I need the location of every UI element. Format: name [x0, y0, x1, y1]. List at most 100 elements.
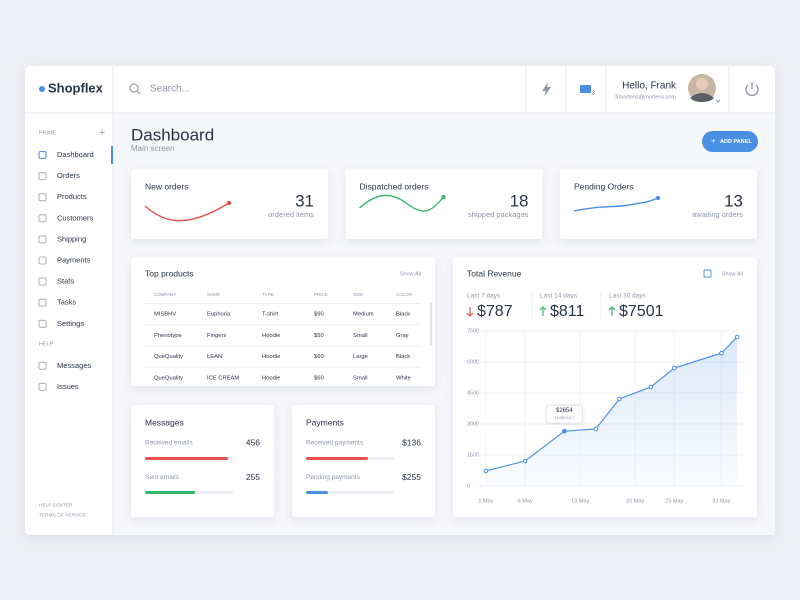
- stat-title: Pending Orders: [574, 181, 634, 191]
- card: [345, 169, 543, 239]
- table-cell: ICE CREAM: [207, 375, 239, 381]
- row-value: 456: [246, 437, 260, 447]
- stat-title: Dispatched orders: [360, 181, 429, 191]
- sparkline-end: [655, 195, 661, 201]
- y-tick-label: 3000: [467, 421, 479, 427]
- avatar-face: [696, 78, 708, 90]
- stat-unit: shipped packages: [468, 210, 529, 219]
- nav-icon: [38, 150, 47, 160]
- column-header: SIZE: [353, 292, 363, 297]
- table-cell: QueQuality: [154, 375, 183, 381]
- dropdown-caret[interactable]: [715, 99, 721, 103]
- stat-unit: ordered items: [268, 210, 314, 219]
- nav-item[interactable]: Settings: [57, 319, 84, 328]
- trend-arrow: [608, 306, 616, 316]
- search-input[interactable]: Search...: [150, 84, 190, 95]
- nav-item[interactable]: Tasks: [57, 298, 76, 307]
- column-header: NAME: [207, 292, 220, 297]
- card-title: Total Revenue: [467, 268, 522, 278]
- trend-arrow: [539, 306, 547, 316]
- table-cell: Hoodie: [262, 354, 280, 360]
- table-cell: Gray: [396, 333, 409, 339]
- button-label: ADD PANEL: [720, 139, 752, 145]
- period-value: $811: [550, 303, 585, 320]
- bolt-icon[interactable]: [542, 82, 551, 97]
- nav-icon: [38, 361, 47, 370]
- x-tick-label: 13 May: [571, 498, 589, 504]
- nav-icon: [38, 193, 47, 202]
- footer-link[interactable]: HELP CENTER: [39, 502, 73, 508]
- table-cell: Hoodie: [262, 333, 280, 339]
- section-title: HELP: [39, 341, 54, 347]
- row-value: $255: [402, 472, 421, 482]
- nav-item[interactable]: Products: [57, 192, 87, 201]
- page-subtitle: Main screen: [131, 144, 175, 153]
- top-bar: [25, 66, 775, 113]
- period-label: Last 30 days: [609, 293, 647, 300]
- table-cell: Phenotype: [154, 333, 182, 339]
- y-tick-label: 4500: [467, 390, 479, 396]
- highlight-point: [562, 428, 567, 434]
- column-header: COLOR: [396, 292, 413, 297]
- nav-icon: [38, 298, 47, 307]
- footer-link[interactable]: TERMS OF SERVICE: [39, 512, 86, 518]
- nav-item[interactable]: Stats: [57, 277, 74, 286]
- table-cell: Small: [353, 375, 368, 381]
- card: [131, 257, 435, 386]
- table-cell: Medium: [353, 312, 374, 318]
- section-title: PRIME: [39, 130, 57, 136]
- row-label: Pending payments: [306, 474, 361, 481]
- calendar-icon[interactable]: [703, 269, 712, 278]
- period-label: Last 14 days: [540, 293, 578, 300]
- column-header: COMPANY: [154, 292, 176, 297]
- page-title: Dashboard: [131, 125, 214, 144]
- sidebar: [25, 113, 113, 535]
- column-header: TYPE: [262, 292, 274, 297]
- show-all[interactable]: Show All: [400, 271, 421, 277]
- x-tick-label: 31 May: [712, 498, 730, 504]
- row-value: $136: [402, 437, 421, 447]
- progress-fill: [306, 491, 328, 494]
- add-panel-button[interactable]: [702, 131, 758, 152]
- greeting: Hello, Frank: [622, 81, 677, 92]
- tooltip: [545, 404, 583, 424]
- y-tick-label: 7500: [467, 328, 479, 334]
- x-tick-label: 6 May: [518, 498, 533, 504]
- sparkline-end: [441, 194, 446, 200]
- progress-fill: [306, 457, 368, 460]
- show-all[interactable]: Show All: [722, 271, 743, 277]
- nav-item[interactable]: Customers: [57, 213, 94, 222]
- search-icon: [129, 83, 139, 93]
- nav-item[interactable]: Payments: [57, 255, 91, 264]
- nav-icon: [38, 172, 47, 181]
- nav-item[interactable]: Shipping: [57, 234, 86, 243]
- nav-icon: [38, 256, 47, 265]
- stat-value: 18: [510, 191, 529, 210]
- y-tick-label: 0: [467, 483, 470, 489]
- table-cell: Black: [396, 312, 410, 318]
- row-label: Received emails: [145, 440, 193, 447]
- nav-item[interactable]: Dashboard: [57, 150, 94, 159]
- table-cell: Fingers: [207, 333, 226, 339]
- nav-item[interactable]: Orders: [57, 171, 80, 180]
- payments-bars: [306, 457, 394, 494]
- point: [719, 350, 724, 356]
- area: [485, 336, 738, 486]
- power-icon[interactable]: [745, 84, 759, 97]
- nav-item[interactable]: Messages: [57, 361, 91, 370]
- y-tick-label: 1500: [467, 452, 479, 458]
- nav-item[interactable]: Issues: [57, 382, 79, 391]
- point: [593, 426, 599, 432]
- table-cell: Small: [353, 333, 368, 339]
- sparkline-end: [226, 200, 232, 206]
- nav-icon: [38, 319, 47, 328]
- period-value: $787: [477, 303, 513, 320]
- point: [483, 468, 489, 474]
- chat-icon[interactable]: [580, 85, 591, 93]
- table-cell: $90: [314, 312, 324, 318]
- table-cell: Euphoria: [207, 312, 231, 318]
- point: [522, 458, 528, 464]
- add-icon[interactable]: +: [99, 127, 105, 139]
- avatar-body: [690, 93, 714, 102]
